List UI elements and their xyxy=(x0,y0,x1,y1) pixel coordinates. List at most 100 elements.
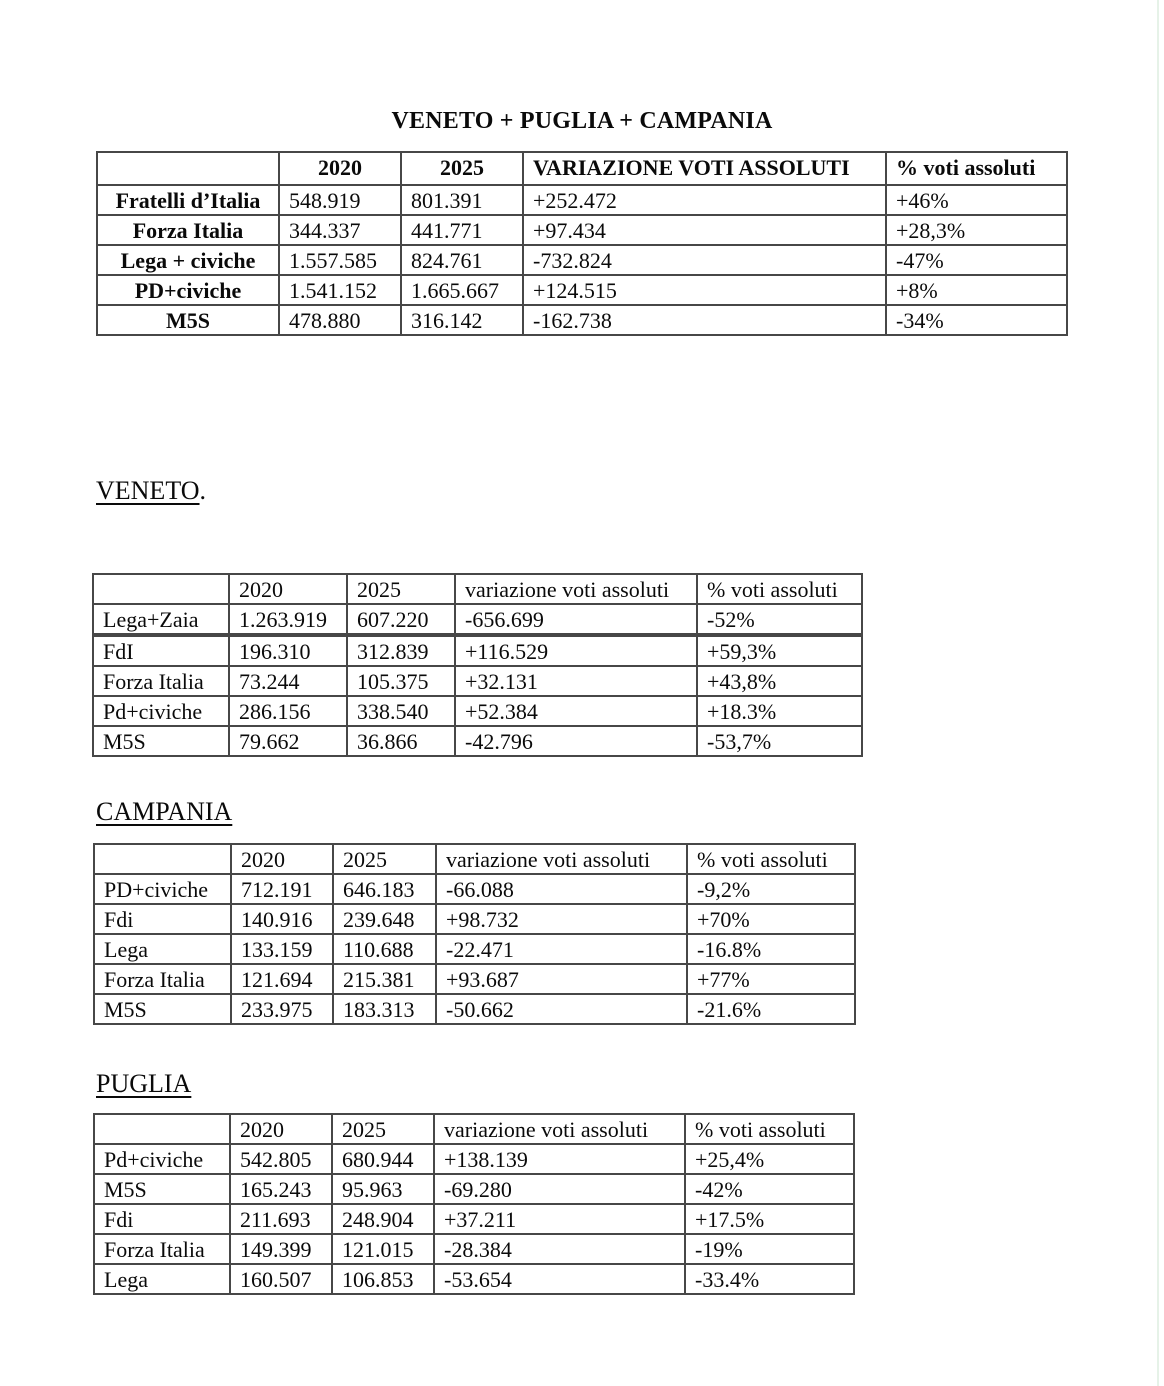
votes-2020-cell: 1.541.152 xyxy=(278,274,402,306)
puglia-header-row: 2020 2025 variazione voti assoluti % vot… xyxy=(93,1113,855,1145)
header-percent: % voti assoluti xyxy=(684,1113,855,1145)
votes-2020-cell: 211.693 xyxy=(229,1203,333,1235)
header-2020: 2020 xyxy=(230,843,334,875)
votes-2025-cell: 215.381 xyxy=(332,963,437,995)
table-row: Lega + civiche 1.557.585 824.761 -732.82… xyxy=(96,244,1068,276)
votes-2025-cell: 239.648 xyxy=(332,903,437,935)
section-heading-veneto: VENETO. xyxy=(96,476,206,506)
section-heading-campania: CAMPANIA xyxy=(96,797,232,827)
variation-cell: -42.796 xyxy=(454,725,698,757)
votes-2020-cell: 133.159 xyxy=(230,933,334,965)
percent-cell: -21.6% xyxy=(686,993,856,1025)
percent-cell: -52% xyxy=(696,603,863,637)
table-row: Fdi 140.916 239.648 +98.732 +70% xyxy=(93,903,856,935)
party-name-cell: M5S xyxy=(96,304,280,336)
votes-2025-cell: 106.853 xyxy=(331,1263,435,1295)
party-name-cell: M5S xyxy=(92,725,230,757)
percent-cell: +25,4% xyxy=(684,1143,855,1175)
votes-2025-cell: 36.866 xyxy=(346,725,456,757)
table-row: M5S 165.243 95.963 -69.280 -42% xyxy=(93,1173,855,1205)
header-variation: variazione voti assoluti xyxy=(433,1113,686,1145)
variation-cell: +37.211 xyxy=(433,1203,686,1235)
header-percent: % voti assoluti xyxy=(686,843,856,875)
votes-2020-cell: 160.507 xyxy=(229,1263,333,1295)
votes-2020-cell: 165.243 xyxy=(229,1173,333,1205)
percent-cell: +70% xyxy=(686,903,856,935)
table-row: Forza Italia 121.694 215.381 +93.687 +77… xyxy=(93,963,856,995)
section-heading-suffix: . xyxy=(199,476,207,505)
party-name-cell: Fdi xyxy=(93,1203,231,1235)
party-name-cell: Lega + civiche xyxy=(96,244,280,276)
party-name-cell: M5S xyxy=(93,993,232,1025)
percent-cell: +59,3% xyxy=(696,634,863,667)
party-name-cell: Fdi xyxy=(93,903,232,935)
variation-cell: +93.687 xyxy=(435,963,688,995)
section-heading-text: VENETO xyxy=(96,476,200,505)
table-row: Forza Italia 344.337 441.771 +97.434 +28… xyxy=(96,214,1068,246)
variation-cell: +116.529 xyxy=(454,634,698,667)
table-row: PD+civiche 1.541.152 1.665.667 +124.515 … xyxy=(96,274,1068,306)
party-name-cell: Forza Italia xyxy=(93,963,232,995)
votes-2025-cell: 95.963 xyxy=(331,1173,435,1205)
votes-2020-cell: 121.694 xyxy=(230,963,334,995)
veneto-header-row: 2020 2025 variazione voti assoluti % vot… xyxy=(92,573,863,605)
votes-2020-cell: 344.337 xyxy=(278,214,402,246)
variation-cell: -28.384 xyxy=(433,1233,686,1265)
party-name-cell: Forza Italia xyxy=(93,1233,231,1265)
header-variation: variazione voti assoluti xyxy=(454,573,698,605)
party-name-cell: Pd+civiche xyxy=(93,1143,231,1175)
header-2025: 2025 xyxy=(332,843,437,875)
percent-cell: -19% xyxy=(684,1233,855,1265)
party-name-cell: Lega xyxy=(93,1263,231,1295)
percent-cell: +43,8% xyxy=(696,665,863,697)
votes-2025-cell: 312.839 xyxy=(346,634,456,667)
summary-header-row: 2020 2025 VARIAZIONE VOTI ASSOLUTI % vot… xyxy=(96,151,1068,186)
summary-header-variation: VARIAZIONE VOTI ASSOLUTI xyxy=(522,151,887,186)
page-edge-line xyxy=(1157,0,1159,1386)
summary-header-2020: 2020 xyxy=(278,151,402,186)
votes-2020-cell: 1.557.585 xyxy=(278,244,402,276)
percent-cell: -16.8% xyxy=(686,933,856,965)
header-percent: % voti assoluti xyxy=(696,573,863,605)
votes-2020-cell: 478.880 xyxy=(278,304,402,336)
table-row: Fdi 211.693 248.904 +37.211 +17.5% xyxy=(93,1203,855,1235)
percent-cell: -47% xyxy=(885,244,1068,276)
votes-2025-cell: 441.771 xyxy=(400,214,524,246)
table-row: M5S 79.662 36.866 -42.796 -53,7% xyxy=(92,725,863,757)
party-name-cell: Fratelli d’Italia xyxy=(96,184,280,216)
percent-cell: +28,3% xyxy=(885,214,1068,246)
variation-cell: -50.662 xyxy=(435,993,688,1025)
votes-2020-cell: 286.156 xyxy=(228,695,348,727)
header-2020: 2020 xyxy=(228,573,348,605)
variation-cell: -66.088 xyxy=(435,873,688,905)
percent-cell: -33.4% xyxy=(684,1263,855,1295)
variation-cell: -732.824 xyxy=(522,244,887,276)
votes-2025-cell: 183.313 xyxy=(332,993,437,1025)
summary-table: 2020 2025 VARIAZIONE VOTI ASSOLUTI % vot… xyxy=(96,151,1068,336)
votes-2025-cell: 646.183 xyxy=(332,873,437,905)
votes-2025-cell: 105.375 xyxy=(346,665,456,697)
percent-cell: +17.5% xyxy=(684,1203,855,1235)
votes-2020-cell: 149.399 xyxy=(229,1233,333,1265)
votes-2020-cell: 1.263.919 xyxy=(228,603,348,637)
header-variation: variazione voti assoluti xyxy=(435,843,688,875)
table-row: PD+civiche 712.191 646.183 -66.088 -9,2% xyxy=(93,873,856,905)
section-heading-text: CAMPANIA xyxy=(96,797,233,826)
party-name-cell: PD+civiche xyxy=(93,873,232,905)
percent-cell: +18.3% xyxy=(696,695,863,727)
variation-cell: +138.139 xyxy=(433,1143,686,1175)
summary-header-blank xyxy=(96,151,280,186)
summary-header-percent: % voti assoluti xyxy=(885,151,1068,186)
header-2025: 2025 xyxy=(346,573,456,605)
variation-cell: -162.738 xyxy=(522,304,887,336)
variation-cell: +124.515 xyxy=(522,274,887,306)
party-name-cell: M5S xyxy=(93,1173,231,1205)
votes-2025-cell: 680.944 xyxy=(331,1143,435,1175)
header-blank xyxy=(92,573,230,605)
percent-cell: -34% xyxy=(885,304,1068,336)
table-row: Pd+civiche 286.156 338.540 +52.384 +18.3… xyxy=(92,695,863,727)
table-row: M5S 478.880 316.142 -162.738 -34% xyxy=(96,304,1068,336)
variation-cell: -53.654 xyxy=(433,1263,686,1295)
summary-header-2025: 2025 xyxy=(400,151,524,186)
